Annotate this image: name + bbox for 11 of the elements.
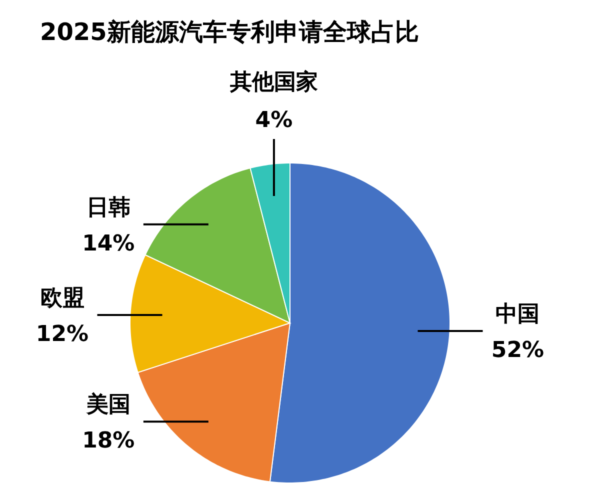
data-label: 4% [255,108,293,133]
slice-label: 美国 [85,392,130,418]
data-label: 12% [36,322,89,347]
slice-label: 日韩 [86,195,130,220]
data-label: 18% [82,428,135,454]
chart-title: 2025新能源汽车专利申请全球占比 [40,18,419,46]
slice-label: 欧盟 [40,286,84,311]
data-label: 14% [82,231,135,256]
data-label: 52% [491,338,544,364]
slice-label: 中国 [496,302,540,328]
slice-label: 其他国家 [228,69,318,95]
